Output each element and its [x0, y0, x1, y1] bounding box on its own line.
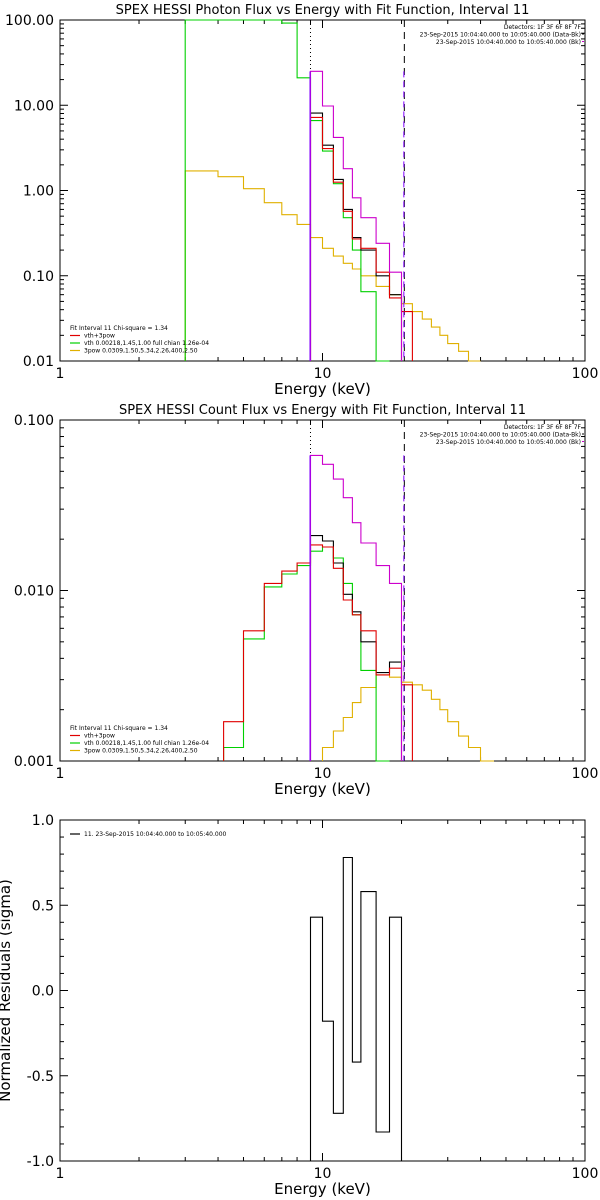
- x-tick-label: 1: [56, 1166, 65, 1182]
- y-tick-label: 10.00: [14, 98, 54, 114]
- x-tick-label: 100: [572, 766, 599, 782]
- legend-entry: 11. 23-Sep-2015 10:04:40.000 to 10:05:40…: [84, 831, 227, 838]
- y-tick-label: 0.010: [14, 584, 54, 600]
- red-series-line: [309, 116, 413, 361]
- legend-entry: vth 0.00218,1.45,1.00 full chian 1.26e-0…: [84, 340, 209, 347]
- x-tick-label: 100: [572, 366, 599, 382]
- y-tick-label: 0.0: [32, 984, 54, 1000]
- legend-entry: Fit Interval 11 Chi-square = 1.34: [70, 725, 168, 732]
- x-axis-title: Energy (keV): [274, 780, 371, 798]
- magenta-series-line: [309, 70, 403, 361]
- header-note: Detectors: 1F 3F 6F 8F 7F: [504, 24, 582, 31]
- green-series-line: [223, 546, 390, 762]
- header-note: 23-Sep-2015 10:04:40.000 to 10:05:40.000…: [436, 39, 581, 46]
- header-note: 23-Sep-2015 10:04:40.000 to 10:05:40.000…: [420, 432, 581, 439]
- plot-frame: [59, 419, 586, 762]
- y-tick-label: -1.0: [27, 1154, 54, 1170]
- legend-entry: vth+3pow: [84, 733, 115, 740]
- red-series-line: [223, 544, 413, 761]
- chart-title: SPEX HESSI Count Flux vs Energy with Fit…: [119, 403, 526, 418]
- header-note: Detectors: 1F 3F 6F 8F 7F: [504, 424, 582, 431]
- yellow-series-line: [184, 170, 481, 362]
- y-tick-label: -0.5: [27, 1069, 54, 1085]
- x-axis-title: Energy (keV): [274, 380, 371, 398]
- chart-panel-3: 1 10 100 Energy (keV) -1.0 -0.5 0.0 0.5 1.0 Norma…: [0, 813, 598, 1198]
- header-note: 23-Sep-2015 10:04:40.000 to 10:05:40.000…: [420, 32, 581, 39]
- y-tick-label: 0.01: [23, 354, 54, 370]
- legend-entry: Fit Interval 11 Chi-square = 1.34: [70, 325, 168, 332]
- legend-entry: 3pow 0.0309,1.50,5.34,2.26,400,2.50: [84, 748, 198, 755]
- y-tick-label: 1.0: [32, 813, 54, 829]
- y-tick-label: 0.100: [14, 413, 54, 429]
- chart-panel-2: SPEX HESSI Count Flux vs Energy with Fit…: [14, 403, 598, 798]
- y-tick-label: 0.10: [23, 269, 54, 285]
- y-tick-label: 100.00: [5, 13, 54, 29]
- x-tick-label: 10: [314, 766, 332, 782]
- black-series-line: [309, 112, 403, 361]
- y-axis-title: Normalized Residuals (sigma): [0, 879, 14, 1102]
- x-tick-label: 1: [56, 766, 65, 782]
- x-tick-label: 100: [572, 1166, 599, 1182]
- magenta-series-line: [309, 454, 403, 761]
- x-tick-label: 10: [314, 1166, 332, 1182]
- y-tick-label: 0.5: [32, 898, 54, 914]
- x-axis-title: Energy (keV): [274, 1180, 371, 1198]
- x-tick-label: 10: [314, 366, 332, 382]
- black-series-line: [309, 856, 403, 1161]
- header-note: 23-Sep-2015 10:04:40.000 to 10:05:40.000…: [436, 439, 581, 446]
- chart-title: SPEX HESSI Photon Flux vs Energy with Fi…: [116, 3, 530, 18]
- chart-panel-1: SPEX HESSI Photon Flux vs Energy with Fi…: [5, 3, 598, 398]
- legend-entry: vth 0.00218,1.45,1.00 full chian 1.26e-0…: [84, 740, 209, 747]
- legend-entry: 3pow 0.0309,1.50,5.34,2.26,400,2.50: [84, 348, 198, 355]
- black-series-line: [309, 535, 403, 761]
- y-tick-label: 1.00: [23, 184, 54, 200]
- yellow-series-line: [321, 674, 494, 762]
- y-tick-label: 0.001: [14, 754, 54, 770]
- legend-entry: vth+3pow: [84, 333, 115, 340]
- x-tick-label: 1: [56, 366, 65, 382]
- green-series-line: [184, 19, 390, 362]
